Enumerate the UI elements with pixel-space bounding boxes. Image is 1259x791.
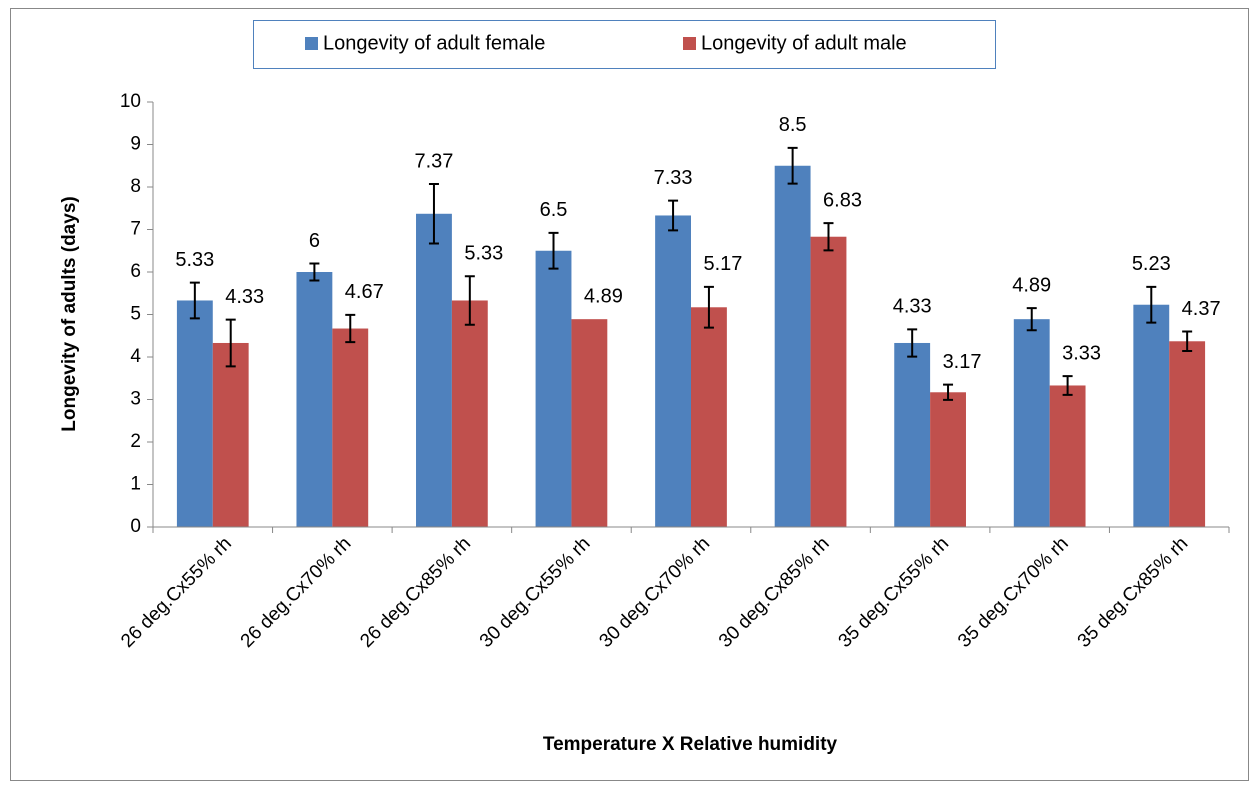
error-bar	[823, 222, 834, 252]
bar	[451, 300, 488, 527]
y-tick-label: 0	[130, 516, 141, 537]
data-label: 5.23	[1132, 253, 1171, 275]
data-label: 4.89	[1012, 274, 1051, 296]
legend-swatch	[683, 37, 696, 50]
data-label: 4.37	[1182, 298, 1221, 320]
error-bar	[464, 275, 475, 326]
error-bar	[787, 146, 798, 185]
y-axis-title: Longevity of adults (days)	[59, 196, 80, 431]
data-label: 4.33	[893, 296, 932, 318]
data-label: 3.17	[943, 351, 982, 373]
legend-box	[253, 20, 996, 69]
error-bar	[345, 313, 356, 344]
bar	[296, 272, 333, 527]
y-tick-label: 3	[130, 389, 141, 410]
bar	[655, 215, 691, 527]
data-label: 4.33	[225, 286, 264, 308]
error-bar	[943, 383, 954, 401]
legend-swatch	[305, 37, 318, 50]
error-bar	[668, 199, 679, 232]
data-label: 6	[309, 230, 320, 252]
y-tick-label: 6	[130, 261, 141, 282]
y-tick-label: 5	[130, 304, 141, 325]
y-tick-label: 8	[130, 176, 141, 197]
error-bar	[548, 231, 559, 270]
bar	[1049, 385, 1086, 527]
bar	[571, 319, 608, 527]
y-tick-label: 9	[130, 134, 141, 155]
error-bar	[1182, 330, 1193, 353]
bar	[1013, 319, 1050, 527]
bar	[930, 392, 966, 527]
data-label: 5.17	[703, 253, 742, 275]
error-bar	[1146, 285, 1157, 324]
data-label: 6.83	[823, 189, 862, 211]
data-label: 8.5	[779, 114, 807, 136]
bar	[212, 342, 249, 527]
data-label: 7.37	[414, 150, 453, 172]
data-label: 5.33	[175, 249, 214, 271]
data-label: 7.33	[654, 167, 693, 189]
error-bar	[428, 183, 439, 245]
bar	[774, 165, 811, 527]
error-bar	[189, 281, 200, 320]
y-tick-label: 10	[120, 91, 141, 112]
x-axis-title: Temperature X Relative humidity	[543, 734, 838, 755]
y-tick-label: 2	[130, 431, 141, 452]
error-bar	[225, 318, 236, 368]
data-label: 6.5	[540, 199, 568, 221]
error-bar	[1026, 307, 1037, 332]
bar	[894, 342, 931, 527]
legend-label: Longevity of adult male	[701, 32, 907, 54]
error-bar	[703, 285, 714, 329]
error-bar	[1062, 375, 1073, 396]
data-label: 4.67	[345, 281, 384, 303]
bar	[691, 307, 727, 527]
data-label: 5.33	[464, 243, 503, 265]
bar	[176, 300, 213, 527]
legend-label: Longevity of adult female	[323, 32, 545, 54]
y-tick-label: 4	[130, 346, 141, 367]
error-bar	[907, 328, 918, 358]
bar	[332, 328, 369, 527]
y-tick-label: 7	[130, 219, 141, 240]
data-label: 3.33	[1062, 342, 1101, 364]
data-label: 4.89	[584, 285, 623, 307]
bar	[416, 213, 452, 527]
error-bar	[309, 262, 320, 282]
y-tick-label: 1	[130, 474, 141, 495]
bar	[535, 250, 572, 527]
bar	[1133, 304, 1170, 527]
bar	[1169, 341, 1206, 527]
bar	[810, 236, 847, 527]
